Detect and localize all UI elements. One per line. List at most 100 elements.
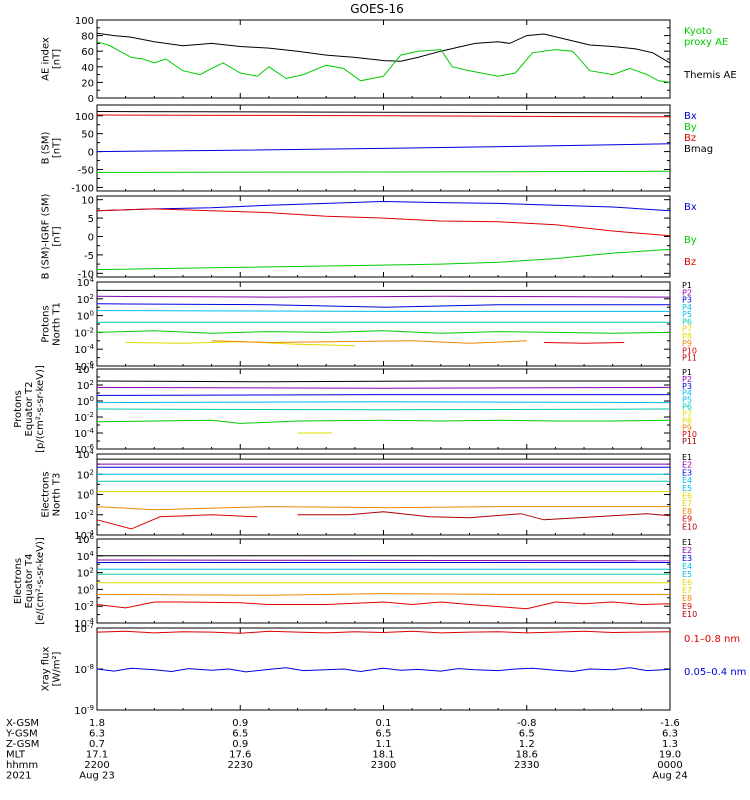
legend-label: E6: [682, 492, 692, 501]
y-tick-label: 100: [75, 16, 94, 27]
ephemeris-value: 6.5: [376, 729, 392, 740]
y-axis-label: AE index: [41, 37, 52, 81]
legend-label: P11: [682, 437, 697, 446]
y-tick-label: 10-2: [74, 509, 94, 522]
ephemeris-value: 18.1: [372, 750, 394, 761]
panel-electrons_t3: 10-4 10-2 100 102 104 Electrons North T3 E1E2E3…: [41, 448, 698, 542]
y-axis-label: Equator T4: [24, 554, 35, 609]
legend-label: By: [684, 122, 697, 133]
ephemeris-value: 1.2: [519, 739, 535, 750]
series-p6: [96, 408, 671, 411]
series-e8: [96, 593, 670, 596]
y-axis-label: North T3: [52, 473, 63, 517]
series-themis-ae: [96, 32, 671, 64]
y-tick-label: 10-7: [74, 622, 94, 635]
legend-label: P6: [682, 317, 692, 326]
legend-label: E8: [682, 594, 692, 603]
y-tick-label: 10-4: [74, 343, 94, 356]
y-tick-label: -5: [84, 251, 94, 262]
y-tick-label: 20: [81, 78, 94, 89]
y-tick-label: 102: [77, 293, 94, 306]
legend-label: P1: [682, 368, 692, 377]
legend-label: 0.05–0.4 nm: [684, 667, 746, 678]
ephemeris-value: -0.8: [517, 718, 537, 729]
ephemeris-table: X-GSMY-GSMZ-GSMMLThhmm20211.86.30.717.12…: [5, 718, 688, 782]
plot-title: GOES-16: [350, 2, 404, 16]
y-tick-label: 102: [77, 567, 94, 580]
y-tick-label: 104: [77, 448, 95, 461]
y-tick-label: 104: [77, 550, 95, 563]
y-axis-label: Electrons: [13, 558, 24, 604]
ephemeris-value: 0000: [657, 760, 682, 771]
legend-label: E9: [682, 515, 692, 524]
y-axis-label: North T1: [52, 302, 63, 346]
series-by: [96, 248, 671, 271]
y-axis-label: [e/(cm²-s-sr-keV)]: [35, 537, 46, 625]
series-p10: [543, 342, 625, 344]
series-p9: [211, 340, 527, 344]
y-axis-label: [nT]: [52, 226, 63, 246]
ephemeris-value: 0.1: [376, 718, 392, 729]
series-bx: [96, 143, 671, 153]
series-kyoto-proxy-ae: [96, 41, 671, 83]
ephemeris-value: 1.8: [89, 718, 105, 729]
y-tick-label: 50: [81, 130, 94, 141]
legend-label: E5: [682, 484, 692, 493]
series-p7: [96, 419, 671, 424]
ephemeris-row-label: Y-GSM: [5, 729, 38, 740]
y-tick-label: 104: [77, 363, 95, 376]
y-tick-label: 100: [77, 489, 94, 502]
series-p2: [96, 386, 671, 389]
series-bmag: [96, 111, 671, 114]
y-tick-label: 10-4: [74, 529, 94, 542]
y-axis-label: [nT]: [52, 49, 63, 69]
y-tick-label: 80: [81, 32, 94, 43]
legend-label: E4: [682, 476, 692, 485]
y-axis-label: [W/m²]: [52, 651, 63, 686]
ephemeris-value: 19.0: [659, 750, 681, 761]
legend-label: E10: [682, 610, 697, 619]
legend-label: E1: [682, 538, 692, 547]
ephemeris-value: 6.5: [519, 729, 535, 740]
legend-label: P2: [682, 375, 692, 384]
y-tick-label: -10: [78, 269, 94, 280]
y-axis-label: Equator T2: [24, 382, 35, 437]
ephemeris-value: 1.3: [662, 739, 678, 750]
ephemeris-value: 0.9: [232, 718, 248, 729]
series-p3: [96, 303, 670, 308]
y-tick-label: 102: [77, 468, 94, 481]
y-tick-label: 10-9: [74, 704, 94, 717]
series-p2: [96, 295, 671, 298]
ephemeris-value: 2200: [84, 760, 109, 771]
legend-label: P1: [682, 281, 692, 290]
legend-label: P7: [682, 325, 692, 334]
y-tick-label: 104: [77, 276, 95, 289]
legend-label: E6: [682, 578, 692, 587]
ephemeris-value: -1.6: [660, 718, 680, 729]
y-tick-label: 100: [77, 395, 94, 408]
legend-label: E10: [682, 522, 697, 531]
ephemeris-value: 0.9: [232, 739, 248, 750]
legend-label: P9: [682, 339, 692, 348]
y-tick-label: 10-6: [74, 443, 94, 456]
legend-label: P9: [682, 423, 692, 432]
legend-label: 0.1–0.8 nm: [684, 634, 740, 645]
series-bx: [96, 200, 671, 212]
legend-label: E9: [682, 602, 692, 611]
panel-frame: [96, 19, 671, 99]
y-tick-label: 0: [88, 148, 94, 159]
y-tick-label: -50: [78, 166, 94, 177]
y-tick-label: 40: [81, 63, 94, 74]
legend-label: E3: [682, 468, 692, 477]
panel-frame: [96, 453, 671, 536]
y-tick-label: 102: [77, 379, 94, 392]
series-e9: [96, 514, 258, 530]
series-e2: [96, 559, 671, 562]
ephemeris-value: 6.5: [232, 729, 248, 740]
series-e10: [297, 511, 671, 521]
legend-label: E3: [682, 554, 692, 563]
y-axis-label: [nT]: [52, 138, 63, 158]
ephemeris-row-label: X-GSM: [6, 718, 39, 729]
y-tick-label: -100: [71, 183, 94, 194]
